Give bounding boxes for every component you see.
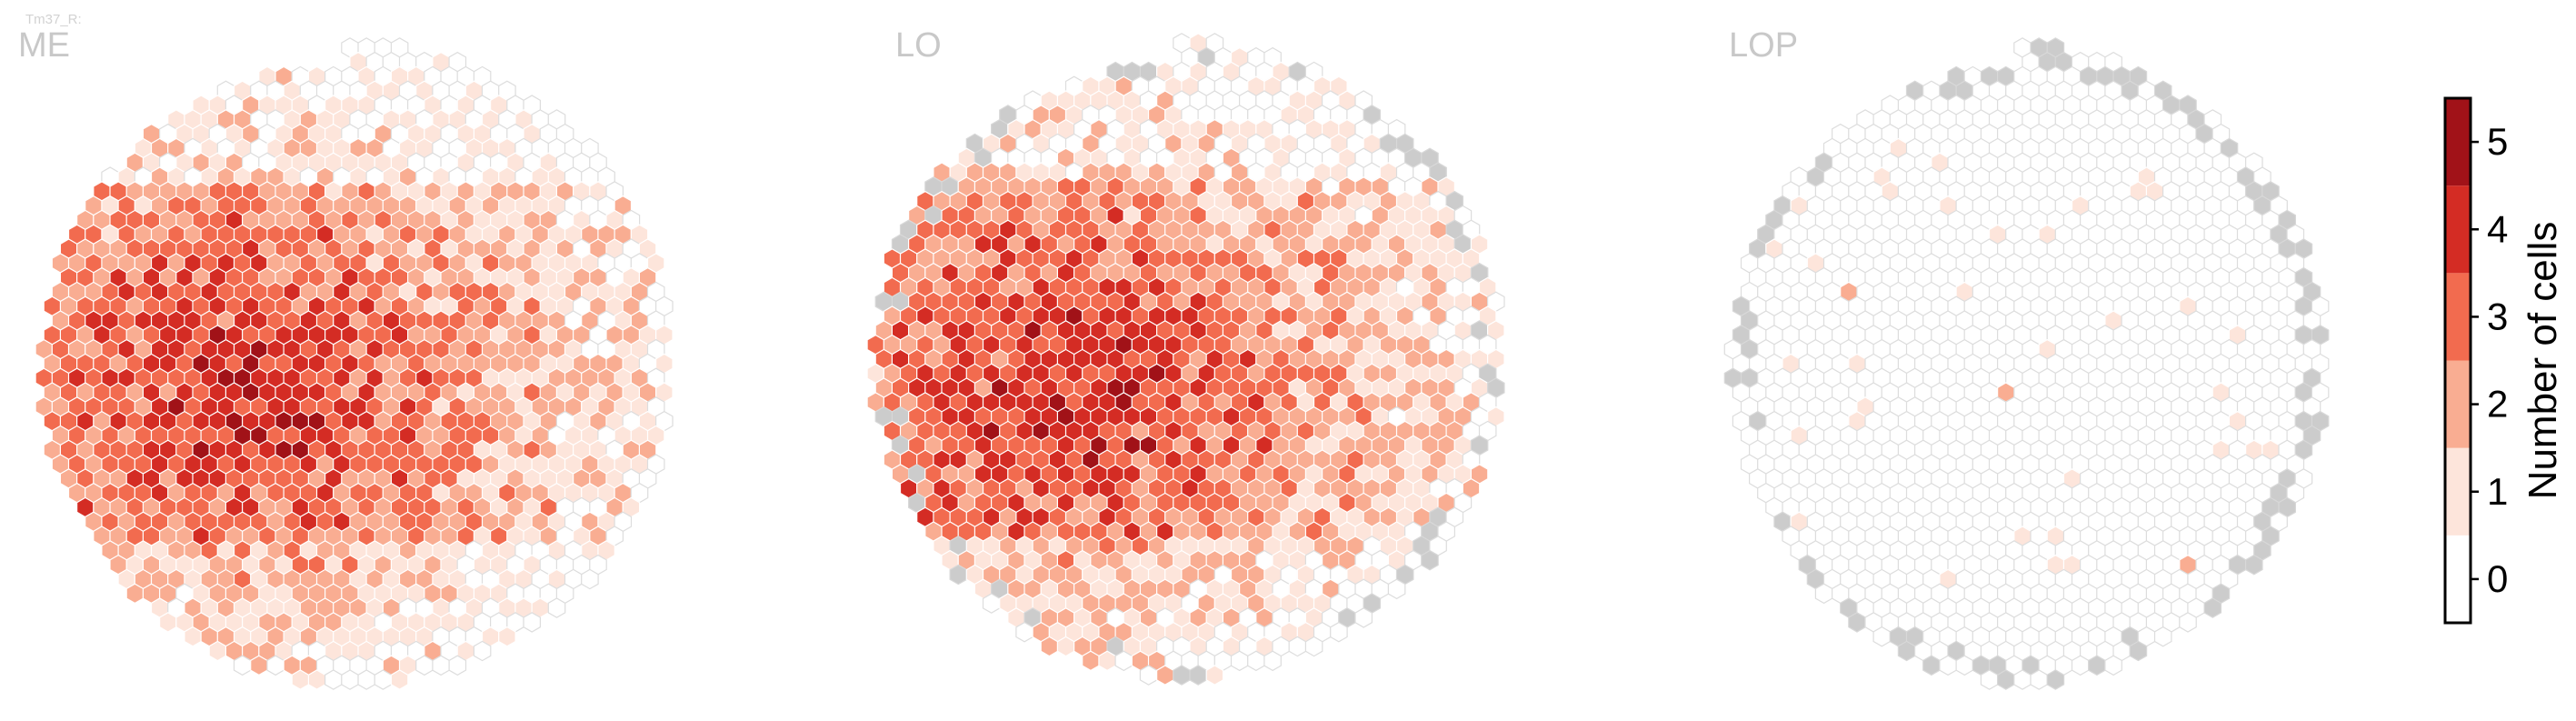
hex-column <box>390 669 409 690</box>
hex-column <box>250 655 268 676</box>
hex-column <box>2153 626 2172 647</box>
hex-column <box>1897 640 1916 662</box>
hex-column <box>341 669 359 690</box>
hex-column <box>1421 549 1439 571</box>
hex-column <box>2203 597 2222 618</box>
hex-column <box>2071 655 2090 676</box>
colorbar-tick-label: 0 <box>2487 557 2508 600</box>
hex-column <box>1997 669 2015 690</box>
hex-grid-lo <box>866 33 1505 686</box>
hex-column <box>1354 607 1373 628</box>
colorbar: 0 1 2 3 4 5 Number of cells <box>2443 96 2565 625</box>
hex-column <box>266 655 285 676</box>
panel-title-me: ME <box>18 26 70 65</box>
hex-column <box>547 597 566 618</box>
hex-column <box>1056 636 1075 657</box>
hex-column <box>581 568 599 590</box>
colorbar-bin-3 <box>2445 273 2471 361</box>
hex-column <box>432 655 450 676</box>
hex-column <box>1205 665 1224 686</box>
panel-title-lop: LOP <box>1729 26 1798 65</box>
hex-column <box>374 669 393 690</box>
colorbar-bin-0 <box>2445 535 2471 623</box>
hex-column <box>2179 612 2197 633</box>
hex-column <box>2030 669 2048 690</box>
hex-column <box>2245 554 2263 576</box>
hex-column <box>498 626 516 647</box>
hex-column <box>1247 650 1265 672</box>
hex-column <box>1387 578 1406 600</box>
colorbar-bin-2 <box>2445 360 2471 448</box>
hex-column <box>2104 655 2122 676</box>
hex-column <box>2088 655 2106 676</box>
hex-grid-me <box>35 37 674 690</box>
hex-column <box>1263 650 1282 672</box>
hex-column <box>949 564 968 586</box>
hex-column <box>982 593 1001 614</box>
hex-column <box>2129 640 2148 662</box>
hex-column <box>1040 636 1059 657</box>
hex-column <box>125 583 145 605</box>
hex-column <box>1139 665 1158 686</box>
hex-column <box>1980 669 1999 690</box>
hex-column <box>1330 621 1348 643</box>
hex-column <box>357 669 375 690</box>
colorbar-bin-5 <box>2445 98 2471 186</box>
hex-column <box>523 612 541 633</box>
hex-column <box>1156 665 1174 686</box>
panel-lop: LOP <box>1723 26 2330 690</box>
hex-column <box>1082 650 1100 672</box>
colorbar-tick-label: 2 <box>2487 383 2508 426</box>
colorbar-label: Number of cells <box>2521 222 2565 500</box>
colorbar-bin-4 <box>2445 185 2471 274</box>
hex-column <box>233 655 252 676</box>
hex-column <box>324 669 343 690</box>
panel-title-lo: LO <box>895 26 942 65</box>
hex-column <box>1189 665 1207 686</box>
hex-column <box>2046 669 2065 690</box>
hex-column <box>208 640 227 662</box>
hex-column <box>415 655 434 676</box>
colorbar-bin-1 <box>2445 447 2471 536</box>
hex-column <box>1814 583 1833 605</box>
hex-column <box>1304 636 1323 657</box>
hex-column <box>473 640 492 662</box>
neuron-type-label: Tm37_R: <box>25 12 82 27</box>
hex-column <box>1173 665 1191 686</box>
hex-column <box>1015 621 1033 643</box>
hex-column <box>1872 626 1892 647</box>
hex-column <box>1114 650 1133 672</box>
hex-column <box>184 626 202 647</box>
hex-column <box>1939 655 1957 676</box>
hex-column <box>159 612 177 633</box>
hex-column <box>1848 612 1866 633</box>
colorbar-tick-label: 3 <box>2487 295 2508 337</box>
hex-column <box>1098 650 1116 672</box>
hex-column <box>291 669 310 690</box>
hex-column <box>307 669 326 690</box>
hex-column <box>1230 650 1249 672</box>
hex-column <box>1288 636 1307 657</box>
panel-me: ME <box>18 26 674 690</box>
colorbar-tick-label: 1 <box>2487 470 2508 513</box>
colorbar-tick-label: 5 <box>2487 120 2508 163</box>
hex-column <box>1955 655 1974 676</box>
hex-column <box>448 655 467 676</box>
panel-lo: LO <box>866 26 1505 686</box>
hex-grid-lop <box>1723 37 2330 690</box>
hex-column <box>1922 655 1941 676</box>
hex-column <box>2013 669 2032 690</box>
colorbar-tick-label: 4 <box>2487 207 2508 250</box>
